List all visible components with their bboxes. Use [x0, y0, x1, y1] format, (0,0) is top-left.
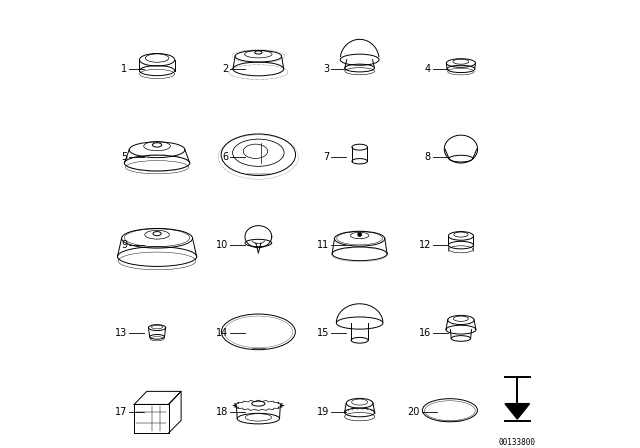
Text: 15: 15: [317, 328, 330, 338]
Polygon shape: [505, 404, 530, 419]
Text: 2: 2: [222, 64, 228, 74]
Text: 3: 3: [324, 64, 330, 74]
Text: 16: 16: [419, 328, 431, 338]
Text: 10: 10: [216, 240, 228, 250]
Text: 18: 18: [216, 407, 228, 418]
Text: 11: 11: [317, 240, 330, 250]
Text: 5: 5: [121, 152, 127, 162]
Text: 6: 6: [222, 152, 228, 162]
Text: 00133800: 00133800: [499, 438, 536, 447]
Text: 14: 14: [216, 328, 228, 338]
Text: 12: 12: [419, 240, 431, 250]
Text: 19: 19: [317, 407, 330, 418]
Text: 13: 13: [115, 328, 127, 338]
Text: 1: 1: [121, 64, 127, 74]
Text: 17: 17: [115, 407, 127, 418]
Text: 20: 20: [408, 407, 420, 418]
Text: 9: 9: [121, 240, 127, 250]
Circle shape: [358, 233, 361, 236]
Text: 8: 8: [425, 152, 431, 162]
Text: 4: 4: [425, 64, 431, 74]
Text: 7: 7: [323, 152, 330, 162]
